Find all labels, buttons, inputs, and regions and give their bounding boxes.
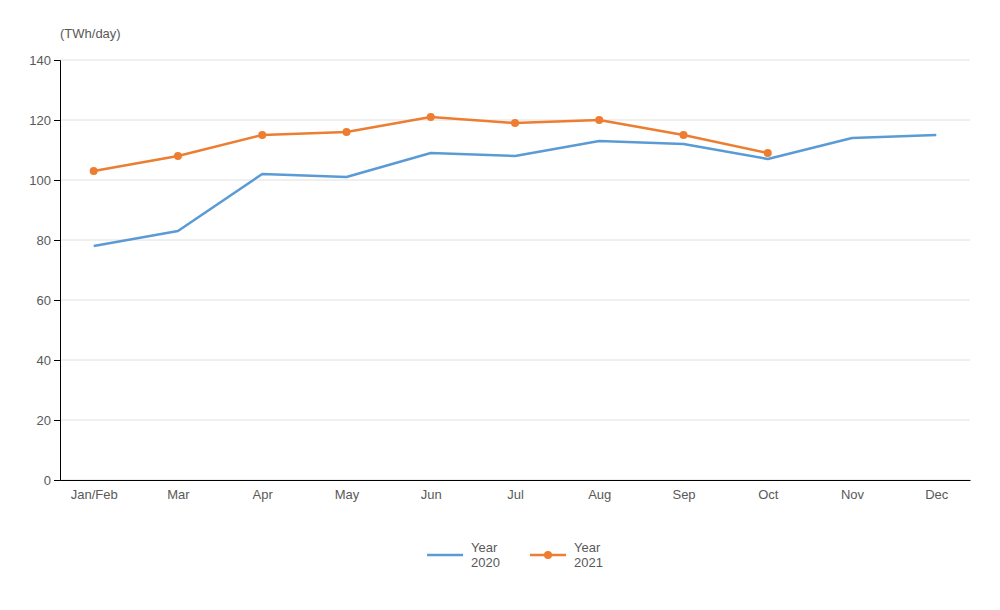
x-tick: Jul [507, 487, 524, 502]
x-tick-label: Mar [167, 487, 190, 502]
series-marker [90, 167, 98, 175]
x-tick: Dec [925, 487, 949, 502]
x-tick-label: Apr [253, 487, 274, 502]
legend-label: Year2021 [574, 540, 603, 571]
series-marker [427, 113, 435, 121]
y-tick-mark [54, 240, 60, 241]
legend-marker [544, 551, 552, 559]
legend-label: Year2020 [471, 540, 500, 571]
y-axis-title: (TWh/day) [60, 26, 121, 41]
series-marker [680, 131, 688, 139]
x-axis: Jan/Feb Mar Apr May Jun Jul Aug Sep Oct Nov Dec [61, 481, 971, 503]
x-tick-label: Jul [507, 487, 524, 502]
y-tick-mark [54, 60, 60, 61]
y-tick-label: 140 [29, 53, 51, 68]
x-tick-label: Sep [672, 487, 695, 502]
plot: 0 20 40 60 80 100 120 140 Jan/Feb Mar Apr May Jun Jul… [29, 26, 970, 502]
y-tick-label: 60 [37, 293, 51, 308]
legend-label-line: Year [574, 540, 601, 555]
legend-entry: Year2021 [530, 540, 603, 571]
y-tick: 140 [29, 53, 60, 68]
y-tick-mark [54, 300, 60, 301]
y-tick: 40 [37, 353, 60, 368]
legend-label-line: Year [471, 540, 498, 555]
y-tick: 0 [44, 473, 60, 488]
grid-line [60, 60, 970, 61]
x-tick: Sep [672, 487, 695, 502]
y-tick-mark [54, 480, 60, 481]
grid-line [60, 180, 970, 181]
x-tick: Oct [758, 487, 779, 502]
x-tick: Nov [841, 487, 865, 502]
legend: Year2020Year2021 [427, 540, 603, 571]
y-tick-mark [54, 120, 60, 121]
y-axis: 0 20 40 60 80 100 120 140 [29, 53, 60, 488]
chart: 0 20 40 60 80 100 120 140 Jan/Feb Mar Apr May Jun Jul… [0, 0, 1000, 610]
x-tick: Aug [588, 487, 611, 502]
series-marker [764, 149, 772, 157]
x-tick-label: Dec [925, 487, 949, 502]
y-tick: 100 [29, 173, 60, 188]
marks [90, 113, 937, 246]
y-tick: 20 [37, 413, 60, 428]
y-axis-line [54, 61, 61, 481]
x-tick-label: Aug [588, 487, 611, 502]
y-tick: 120 [29, 113, 60, 128]
series-line [94, 135, 937, 246]
legend-entry: Year2020 [427, 540, 500, 571]
legend-label-line: 2021 [574, 555, 603, 570]
y-tick-mark [54, 180, 60, 181]
x-tick: Jun [421, 487, 442, 502]
series-marker [511, 119, 519, 127]
x-tick-label: May [335, 487, 360, 502]
series-marker [258, 131, 266, 139]
y-tick-label: 120 [29, 113, 51, 128]
x-tick: Jan/Feb [71, 487, 118, 502]
legend-label-line: 2020 [471, 555, 500, 570]
grid-line [60, 360, 970, 361]
x-axis-line [61, 480, 971, 481]
series-marker [342, 128, 350, 136]
y-tick-label: 80 [37, 233, 51, 248]
y-tick-label: 20 [37, 413, 51, 428]
y-tick: 80 [37, 233, 60, 248]
y-tick-mark [54, 420, 60, 421]
x-tick-label: Jan/Feb [71, 487, 118, 502]
grid-line [60, 480, 970, 481]
x-tick-label: Jun [421, 487, 442, 502]
x-tick: May [335, 487, 360, 502]
x-tick: Apr [253, 487, 274, 502]
series-marker [595, 116, 603, 124]
grid [60, 60, 970, 480]
grid-line [60, 240, 970, 241]
y-tick-mark [54, 360, 60, 361]
y-tick-label: 100 [29, 173, 51, 188]
x-tick-label: Oct [758, 487, 779, 502]
x-tick-label: Nov [841, 487, 865, 502]
grid-line [60, 300, 970, 301]
grid-line [60, 420, 970, 421]
y-tick-label: 0 [44, 473, 51, 488]
legend-swatch [427, 554, 463, 557]
series-line [94, 117, 768, 171]
y-tick-label: 40 [37, 353, 51, 368]
x-tick: Mar [167, 487, 190, 502]
y-tick: 60 [37, 293, 60, 308]
series-marker [174, 152, 182, 160]
